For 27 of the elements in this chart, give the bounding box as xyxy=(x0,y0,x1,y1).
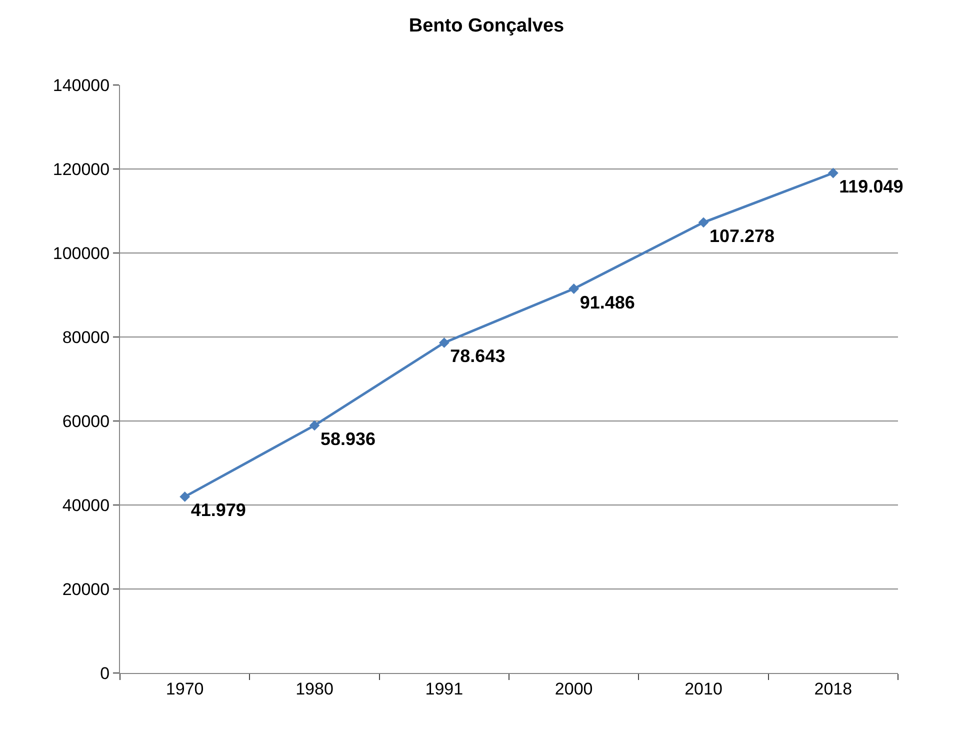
point xyxy=(568,284,580,294)
y-tick-label: 140000 xyxy=(52,76,110,95)
data-label: 107.278 xyxy=(710,226,775,246)
x-tick-label: 1980 xyxy=(296,679,334,698)
x-tick-label: 1970 xyxy=(166,679,204,698)
chart-title: Bento Gonçalves xyxy=(408,16,564,37)
y-tick-label: 40000 xyxy=(62,496,110,515)
point xyxy=(698,217,709,228)
data-label: 78.643 xyxy=(450,346,506,366)
y-tick-label: 100000 xyxy=(52,244,110,263)
x-tick-label: 2018 xyxy=(814,679,852,698)
y-tick-label: 60000 xyxy=(62,412,110,431)
y-tick-label: 80000 xyxy=(62,328,110,347)
data-label: 91.486 xyxy=(580,292,635,312)
y-tick-label: 0 xyxy=(100,664,110,683)
data-label: 119.049 xyxy=(839,176,904,196)
data-label: 58.936 xyxy=(320,428,376,449)
point xyxy=(828,168,838,178)
data-label: 41.979 xyxy=(190,500,246,520)
x-tick-label: 2010 xyxy=(684,679,722,698)
x-tick-label: 1991 xyxy=(425,679,464,698)
x-tick-label: 2000 xyxy=(554,679,593,698)
point xyxy=(438,338,450,348)
y-tick-label: 120000 xyxy=(52,160,110,179)
y-tick-label: 20000 xyxy=(62,580,110,599)
point xyxy=(309,420,320,431)
point xyxy=(180,491,190,502)
